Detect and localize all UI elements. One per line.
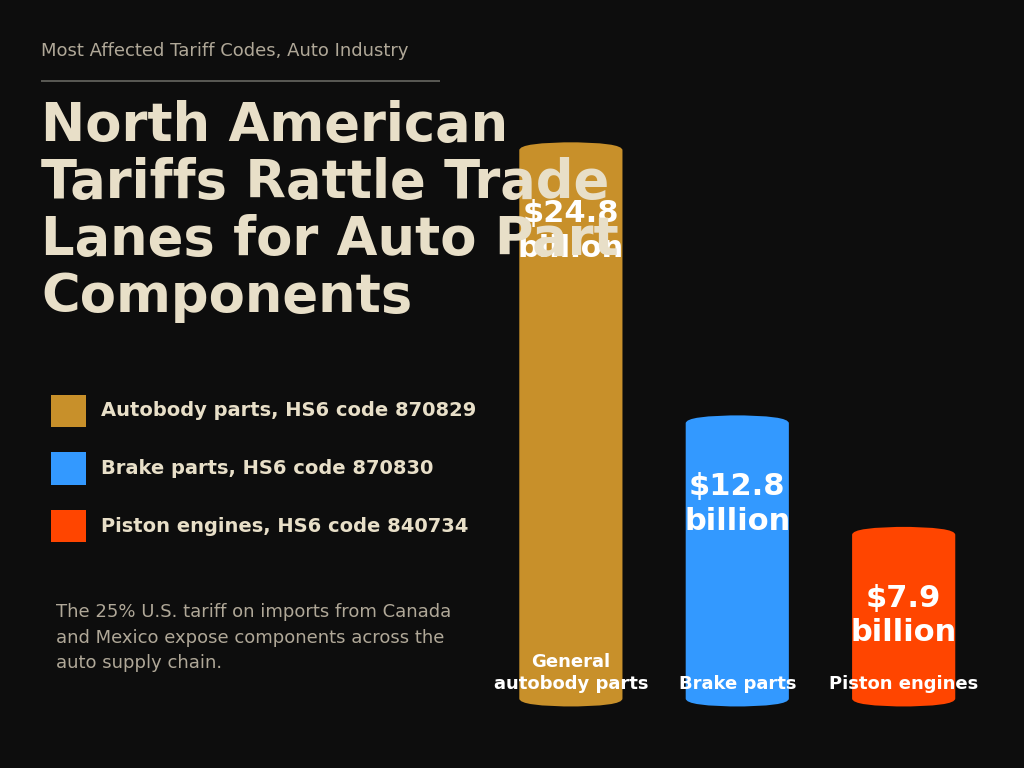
Text: $7.9
billion: $7.9 billion — [851, 584, 956, 647]
Text: The 25% U.S. tariff on imports from Canada
and Mexico expose components across t: The 25% U.S. tariff on imports from Cana… — [56, 603, 452, 672]
FancyBboxPatch shape — [519, 142, 623, 707]
Text: North American
Tariffs Rattle Trade
Lanes for Auto Part
Components: North American Tariffs Rattle Trade Lane… — [41, 100, 618, 323]
Text: Piston engines: Piston engines — [829, 675, 978, 693]
Text: Autobody parts, HS6 code 870829: Autobody parts, HS6 code 870829 — [101, 402, 476, 420]
Text: Brake parts, HS6 code 870830: Brake parts, HS6 code 870830 — [101, 459, 434, 478]
Text: $24.8
billion: $24.8 billion — [518, 199, 624, 263]
FancyBboxPatch shape — [686, 415, 788, 707]
Text: General
autobody parts: General autobody parts — [494, 653, 648, 693]
Text: Piston engines, HS6 code 840734: Piston engines, HS6 code 840734 — [101, 517, 469, 535]
Text: $12.8
billion: $12.8 billion — [684, 472, 791, 536]
Text: Brake parts: Brake parts — [679, 675, 796, 693]
Text: Most Affected Tariff Codes, Auto Industry: Most Affected Tariff Codes, Auto Industr… — [41, 42, 409, 60]
FancyBboxPatch shape — [852, 527, 955, 707]
